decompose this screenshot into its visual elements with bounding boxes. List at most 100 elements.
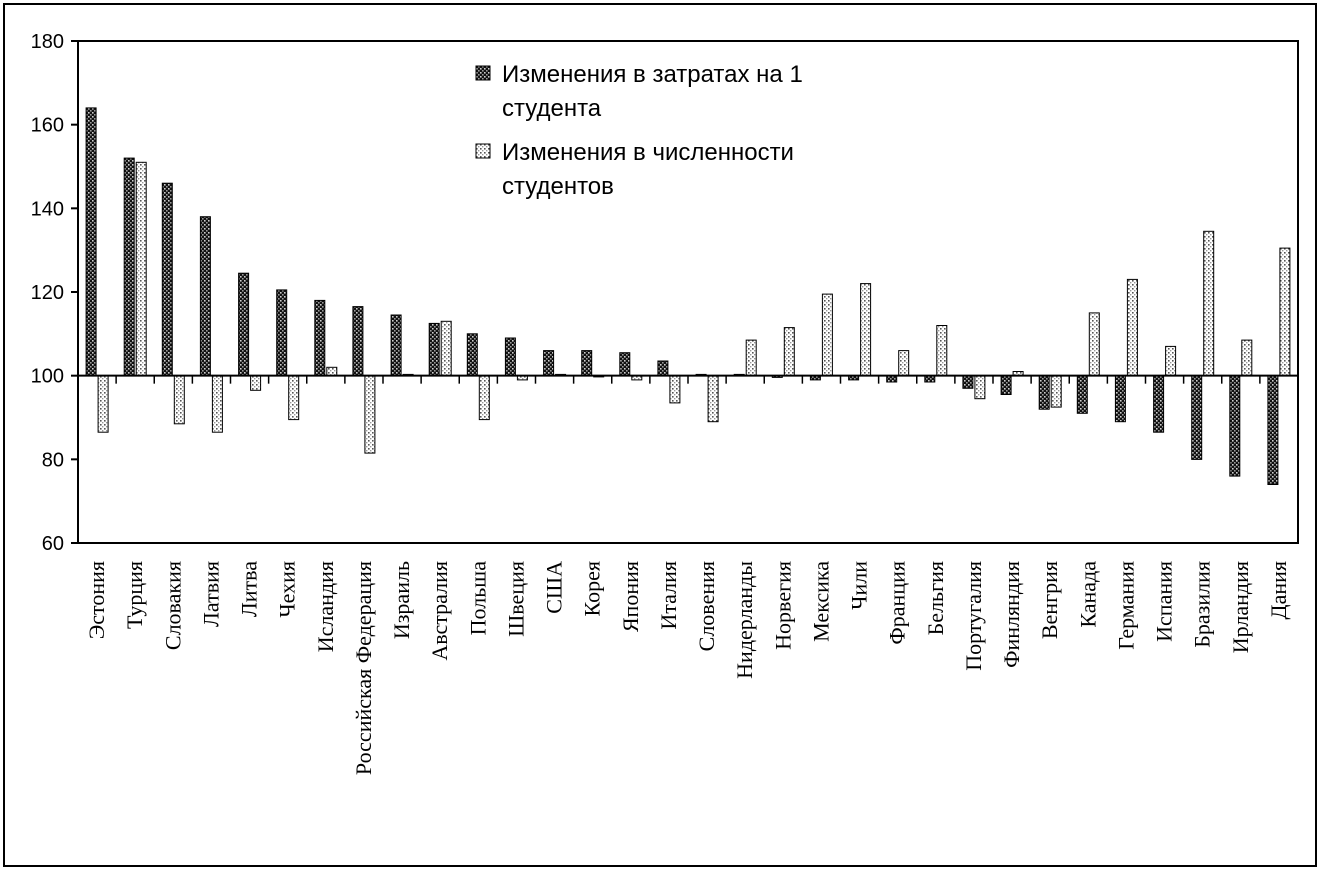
bar-enrolment-29 bbox=[1203, 230, 1215, 377]
bar-spending-27 bbox=[1114, 375, 1126, 423]
bar-enrolment-4 bbox=[250, 375, 262, 391]
bar-spending-31 bbox=[1267, 375, 1279, 486]
bar-spending-3 bbox=[199, 216, 211, 377]
bar-enrolment-16 bbox=[707, 375, 719, 423]
x-category-label: Словакия bbox=[160, 561, 185, 650]
legend-label-enrolment-line2: студентов bbox=[502, 173, 614, 200]
bar-spending-29 bbox=[1191, 375, 1203, 460]
bar-enrolment-28 bbox=[1165, 345, 1177, 377]
bar-spending-12 bbox=[543, 350, 555, 377]
legend-swatch-enrolment bbox=[475, 143, 491, 159]
bar-enrolment-17 bbox=[745, 339, 757, 377]
bar-spending-13 bbox=[581, 350, 593, 377]
bar-enrolment-23 bbox=[974, 375, 986, 400]
bar-spending-24 bbox=[1000, 375, 1012, 396]
x-category-label: Литва bbox=[237, 561, 262, 617]
bar-spending-15 bbox=[657, 360, 669, 377]
x-category-label: Австралия bbox=[427, 561, 452, 661]
bar-spending-2 bbox=[161, 182, 173, 377]
x-category-label: Латвия bbox=[198, 561, 223, 627]
x-category-label: Норвегия bbox=[770, 561, 795, 650]
bar-spending-1 bbox=[123, 157, 135, 377]
bar-spending-23 bbox=[962, 375, 974, 389]
bar-enrolment-27 bbox=[1126, 278, 1138, 377]
legend-label-spending-line1: Изменения в затратах на 1 bbox=[502, 61, 803, 88]
x-category-label: Германия bbox=[1113, 561, 1138, 650]
bar-spending-28 bbox=[1153, 375, 1165, 433]
x-category-label: Польша bbox=[465, 561, 490, 636]
bar-spending-6 bbox=[314, 299, 326, 377]
y-tick-label: 140 bbox=[31, 198, 64, 220]
bar-spending-25 bbox=[1038, 375, 1050, 410]
bar-spending-10 bbox=[466, 333, 478, 377]
y-tick-label: 120 bbox=[31, 282, 64, 304]
bar-spending-5 bbox=[276, 289, 288, 377]
bar-enrolment-2 bbox=[173, 375, 185, 425]
x-category-label: Эстония bbox=[84, 561, 109, 639]
x-category-label: Нидерланды bbox=[732, 561, 757, 679]
x-category-label: Турция bbox=[122, 561, 147, 629]
x-category-label: Чили bbox=[847, 561, 872, 610]
x-category-label: Российская Федерация bbox=[351, 561, 376, 775]
bar-enrolment-1 bbox=[135, 161, 147, 377]
y-tick-label: 160 bbox=[31, 115, 64, 137]
bar-spending-14 bbox=[619, 352, 631, 377]
bar-enrolment-21 bbox=[898, 350, 910, 377]
bar-spending-4 bbox=[238, 272, 250, 377]
x-category-label: Испания bbox=[1152, 561, 1177, 642]
x-category-label: Корея bbox=[580, 561, 605, 616]
x-category-label: Венгрия bbox=[1037, 561, 1062, 639]
legend-swatch-spending bbox=[475, 65, 491, 81]
plot-area bbox=[77, 40, 1299, 544]
bar-enrolment-15 bbox=[669, 375, 681, 404]
x-category-label: Ирландия bbox=[1228, 561, 1253, 653]
bar-enrolment-10 bbox=[478, 375, 490, 421]
bar-spending-11 bbox=[504, 337, 516, 377]
plot-border bbox=[77, 40, 1299, 544]
legend: Изменения в затратах на 1 студента Измен… bbox=[475, 61, 803, 200]
bar-enrolment-3 bbox=[211, 375, 223, 433]
legend-label-spending-line2: студента bbox=[502, 95, 602, 122]
bar-enrolment-9 bbox=[440, 320, 452, 377]
x-category-label: Чехия bbox=[275, 561, 300, 618]
x-category-label: Бельгия bbox=[923, 561, 948, 635]
bar-enrolment-26 bbox=[1088, 312, 1100, 377]
bar-spending-8 bbox=[390, 314, 402, 377]
bar-enrolment-22 bbox=[936, 325, 948, 377]
bar-spending-26 bbox=[1076, 375, 1088, 414]
bar-enrolment-0 bbox=[97, 375, 109, 433]
bar-enrolment-25 bbox=[1050, 375, 1062, 408]
x-category-label: Словения bbox=[694, 561, 719, 651]
y-tick-label: 180 bbox=[31, 31, 64, 53]
bar-spending-9 bbox=[428, 322, 440, 377]
x-category-label: США bbox=[542, 561, 567, 614]
x-category-label: Канада bbox=[1075, 561, 1100, 628]
x-category-label: Швеция bbox=[503, 561, 528, 637]
y-tick-label: 100 bbox=[31, 366, 64, 388]
bar-spending-30 bbox=[1229, 375, 1241, 477]
chart-frame bbox=[3, 3, 1317, 867]
y-axis: 60 80 100 120 140 160 180 bbox=[31, 31, 78, 555]
bar-enrolment-31 bbox=[1279, 247, 1291, 377]
bar-enrolment-6 bbox=[326, 366, 338, 377]
x-category-label: Бразилия bbox=[1190, 561, 1215, 648]
bar-enrolment-18 bbox=[783, 327, 795, 377]
y-tick-label: 80 bbox=[42, 449, 64, 471]
x-category-label: Италия bbox=[656, 561, 681, 630]
x-category-label: Финляндия bbox=[999, 561, 1024, 668]
bar-enrolment-19 bbox=[821, 293, 833, 377]
bar-enrolment-7 bbox=[364, 375, 376, 454]
x-category-label: Дания bbox=[1266, 561, 1291, 619]
x-axis: Эстония Турция Словакия Латвия Литва Чехия Исл… bbox=[84, 375, 1291, 775]
x-category-label: Исландия bbox=[313, 561, 338, 652]
x-category-label: Япония bbox=[618, 561, 643, 632]
bar-enrolment-20 bbox=[860, 283, 872, 377]
legend-label-enrolment-line1: Изменения в численности bbox=[502, 139, 794, 166]
x-category-label: Мексика bbox=[808, 561, 833, 642]
x-category-label: Израиль bbox=[389, 561, 414, 639]
bar-spending-0 bbox=[85, 107, 97, 377]
x-category-label: Франция bbox=[885, 561, 910, 645]
bar-enrolment-5 bbox=[288, 375, 300, 421]
bar-spending-7 bbox=[352, 306, 364, 377]
